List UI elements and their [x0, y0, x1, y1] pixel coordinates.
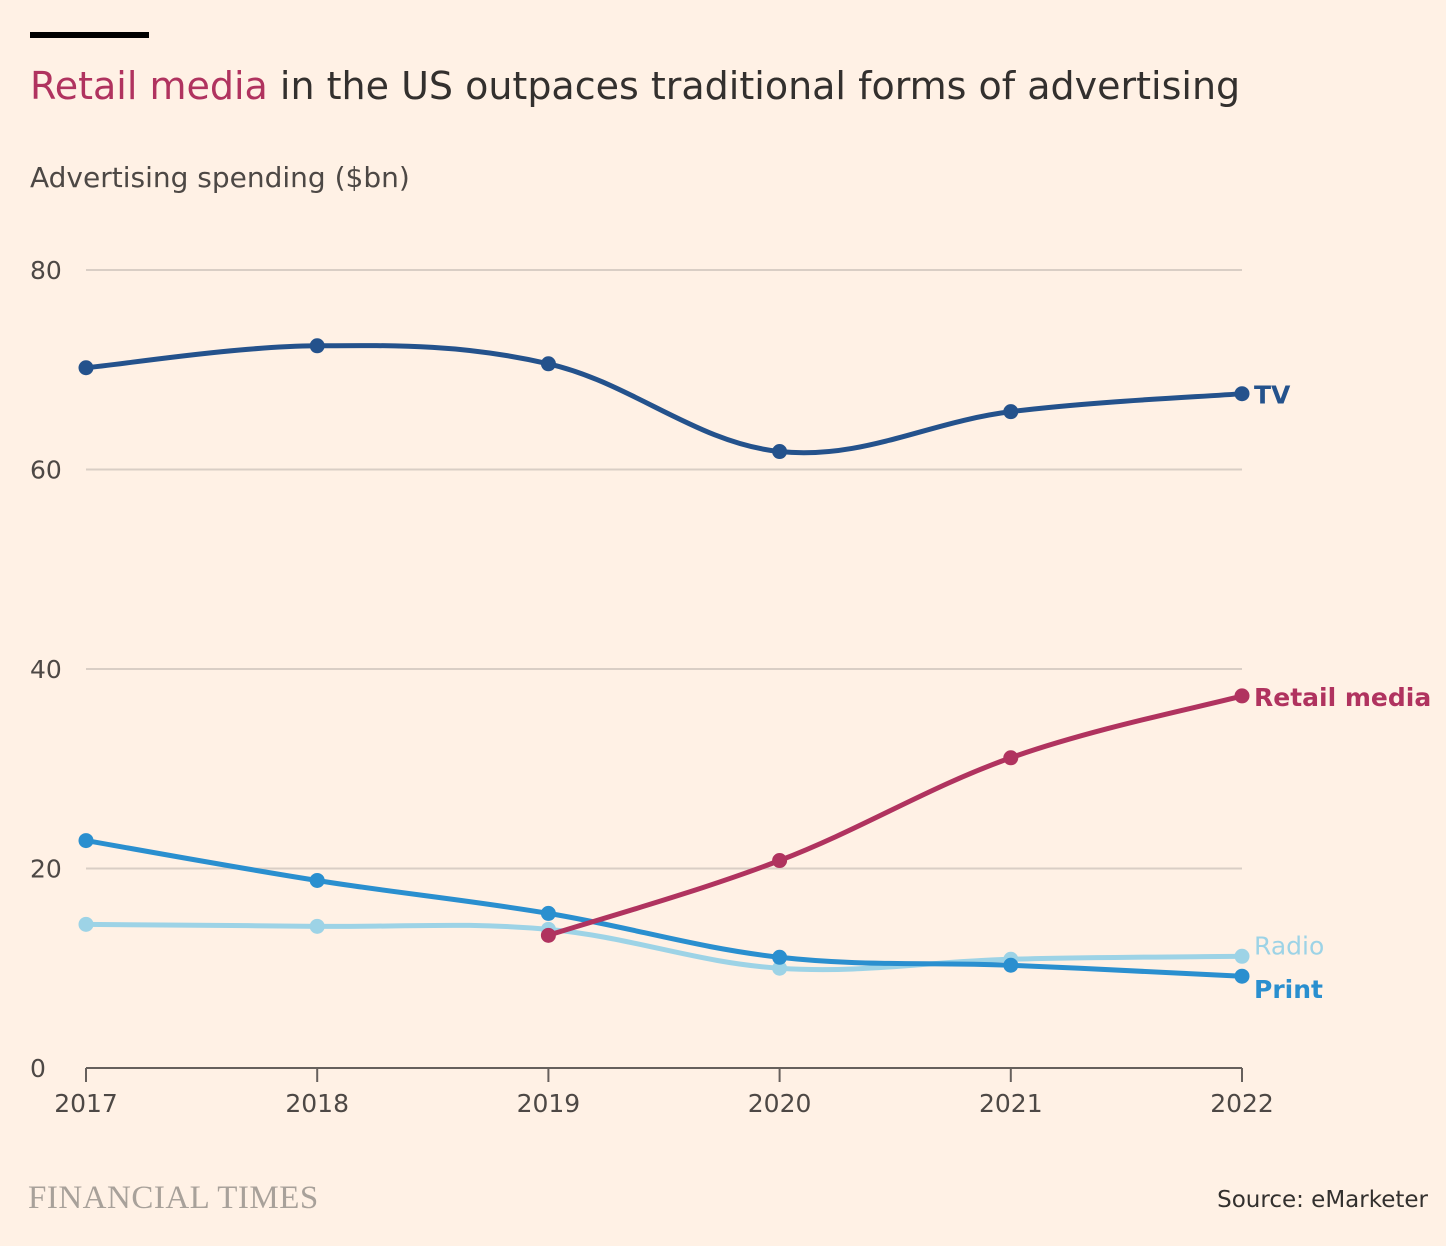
y-tick-label: 20	[30, 855, 62, 884]
tv-point	[1234, 386, 1250, 402]
chart-subtitle: Advertising spending ($bn)	[30, 161, 410, 194]
print-point	[78, 833, 94, 849]
title-rest: in the US outpaces traditional forms of …	[267, 64, 1241, 108]
x-tick-label: 2018	[285, 1089, 349, 1118]
retail-media-point	[1003, 750, 1019, 766]
tv-line	[83, 343, 1245, 456]
radio-point	[772, 960, 788, 976]
y-tick-label: 40	[30, 655, 62, 684]
radio-point	[1234, 948, 1250, 964]
x-tick-label: 2022	[1210, 1089, 1274, 1118]
tv-point	[1003, 404, 1019, 420]
top-rule	[30, 32, 149, 38]
radio-series-label: Radio	[1254, 931, 1324, 960]
print-point	[540, 905, 556, 921]
tv-point	[772, 444, 788, 460]
tv-point	[78, 360, 94, 376]
y-tick-label: 80	[30, 256, 62, 285]
y-tick-label: 0	[30, 1054, 46, 1083]
retail-media-line	[545, 693, 1245, 938]
y-tick-label: 60	[30, 456, 62, 485]
print-series-label: Print	[1254, 975, 1323, 1004]
retail-media-point	[772, 853, 788, 869]
chart-title: Retail media in the US outpaces traditio…	[30, 62, 1240, 110]
ft-logo: FINANCIAL TIMES	[28, 1180, 319, 1216]
radio-point	[78, 916, 94, 932]
title-highlight: Retail media	[30, 64, 268, 108]
tv-point	[540, 356, 556, 372]
print-point	[1234, 968, 1250, 984]
tv-point	[309, 338, 325, 354]
x-tick-label: 2020	[748, 1089, 812, 1118]
retail-media-series-label: Retail media	[1254, 683, 1431, 712]
x-tick-label: 2019	[517, 1089, 581, 1118]
print-point	[309, 872, 325, 888]
x-tick-label: 2021	[979, 1089, 1043, 1118]
print-line	[83, 838, 1245, 979]
source-note: Source: eMarketer	[1217, 1187, 1428, 1213]
retail-media-point	[540, 927, 556, 943]
retail-media-point	[1234, 688, 1250, 704]
x-tick-label: 2017	[54, 1089, 118, 1118]
print-point	[1003, 957, 1019, 973]
radio-point	[309, 918, 325, 934]
print-point	[772, 949, 788, 965]
tv-series-label: TV	[1254, 381, 1291, 410]
radio-line	[83, 921, 1245, 973]
